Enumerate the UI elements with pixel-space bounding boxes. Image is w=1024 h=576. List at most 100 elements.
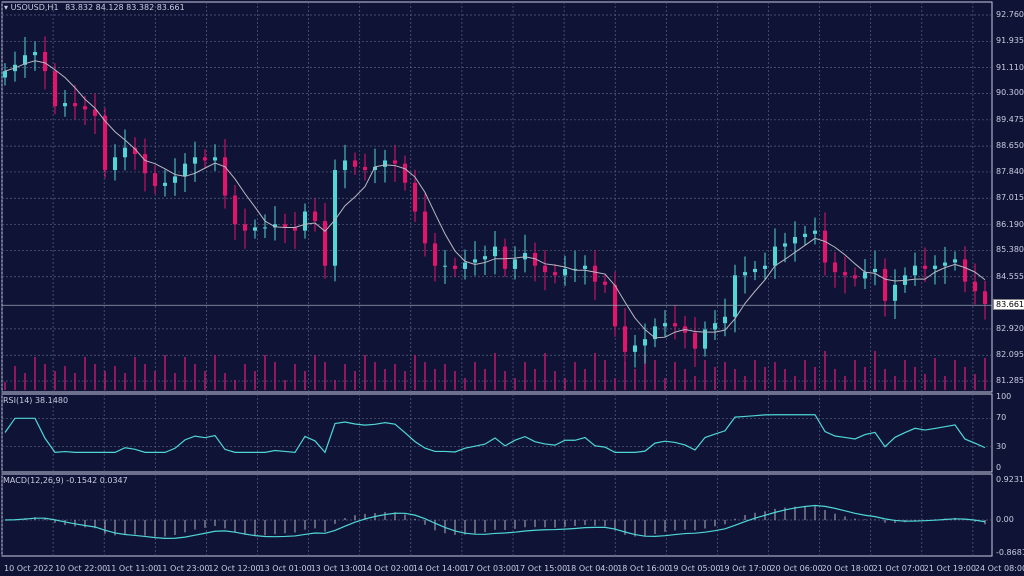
price-tick-label: 88.650 xyxy=(996,141,1024,151)
macd-label: MACD(12,26,9) -0.1542 0.0347 xyxy=(3,476,128,485)
price-tick-label: 84.555 xyxy=(996,271,1024,281)
candle-body xyxy=(263,227,267,229)
candle-body xyxy=(213,157,217,161)
x-tick-label: 21 Oct 19:00 xyxy=(923,564,976,573)
candle-body xyxy=(493,246,497,257)
candle-body xyxy=(623,326,627,352)
price-tick-label: 85.380 xyxy=(996,245,1024,255)
x-tick-label: 19 Oct 05:00 xyxy=(668,564,721,573)
rsi-tick-label: 70 xyxy=(996,413,1007,423)
x-tick-label: 17 Oct 03:00 xyxy=(463,564,517,573)
candle-body xyxy=(813,230,817,234)
x-tick-label: 11 Oct 11:00 xyxy=(106,564,159,573)
candle-body xyxy=(733,275,737,317)
x-tick-label: 17 Oct 15:00 xyxy=(515,564,568,573)
candle-body xyxy=(293,227,297,231)
candle-body xyxy=(583,265,587,269)
symbol-header[interactable]: ▾ USOUSD,H1 83.832 84.128 83.382 83.661 xyxy=(4,3,185,12)
candle-body xyxy=(533,252,537,266)
candle-body xyxy=(843,272,847,276)
candle-body xyxy=(423,211,427,244)
candle-body xyxy=(553,272,557,276)
candle-body xyxy=(773,246,777,266)
candle-body xyxy=(503,246,507,269)
candle-body xyxy=(363,166,367,171)
candle-body xyxy=(153,173,157,186)
x-tick-label: 13 Oct 13:00 xyxy=(310,564,363,573)
candle-body xyxy=(403,163,407,183)
candle-body xyxy=(303,211,307,231)
candle-body xyxy=(743,272,747,276)
candle-body xyxy=(63,103,67,107)
price-tick-label: 82.095 xyxy=(996,350,1024,360)
candle-body xyxy=(333,170,337,266)
candle-body xyxy=(483,256,487,260)
candle-body xyxy=(593,265,597,282)
x-tick-label: 14 Oct 02:00 xyxy=(361,564,414,573)
candle-body xyxy=(573,268,577,270)
candle-body xyxy=(203,157,207,161)
price-tick-label: 81.285 xyxy=(996,376,1024,386)
moving-average-line xyxy=(4,60,986,339)
candle-body xyxy=(353,160,357,167)
x-tick-label: 14 Oct 14:00 xyxy=(412,564,465,573)
candle-body xyxy=(863,272,867,279)
rsi-line xyxy=(4,414,986,454)
price-tick-label: 82.920 xyxy=(996,323,1024,333)
rsi-tick-label: 100 xyxy=(996,392,1012,401)
price-tick-label: 87.840 xyxy=(996,166,1024,176)
candle-body xyxy=(833,262,837,273)
x-tick-label: 18 Oct 16:00 xyxy=(617,564,670,573)
candle-body xyxy=(913,265,917,276)
x-tick-label: 24 Oct 08:00 xyxy=(974,564,1024,573)
candle-body xyxy=(933,265,937,269)
candle-body xyxy=(463,262,467,269)
candle-body xyxy=(73,103,77,107)
candle-body xyxy=(453,265,457,269)
candle-body xyxy=(723,316,727,324)
price-tick-label: 92.760 xyxy=(996,10,1024,19)
candle-body xyxy=(193,157,197,164)
candle-body xyxy=(163,182,167,186)
x-tick-label: 19 Oct 17:00 xyxy=(719,564,772,573)
candle-body xyxy=(233,195,237,225)
candle-body xyxy=(653,326,657,340)
candle-body xyxy=(943,262,947,266)
x-tick-label: 11 Oct 23:00 xyxy=(157,564,210,573)
x-tick-label: 12 Oct 12:00 xyxy=(208,564,261,573)
macd-tick-label: -0.8681 xyxy=(996,548,1024,557)
rsi-label: RSI(14) 38.1480 xyxy=(3,396,69,405)
candle-body xyxy=(753,268,757,273)
price-tick-label: 91.935 xyxy=(996,36,1024,46)
candle-body xyxy=(703,329,707,349)
candle-body xyxy=(313,211,317,222)
candle-body xyxy=(673,323,677,327)
symbol-label: USOUSD,H1 xyxy=(10,3,59,12)
x-tick-label: 18 Oct 04:00 xyxy=(566,564,619,573)
candle-body xyxy=(243,224,247,231)
candle-body xyxy=(393,160,397,164)
candle-body xyxy=(783,243,787,247)
dropdown-triangle-icon[interactable]: ▾ xyxy=(4,3,9,12)
candle-body xyxy=(973,281,977,292)
candle-body xyxy=(103,115,107,171)
price-tick-label: 86.190 xyxy=(996,219,1024,229)
candle-body xyxy=(983,291,987,305)
candle-body xyxy=(603,281,607,285)
candle-body xyxy=(33,52,37,56)
candle-body xyxy=(633,345,637,352)
candle-body xyxy=(113,157,117,171)
candle-body xyxy=(433,243,437,266)
candle-body xyxy=(443,265,447,267)
current-price-tag: 83.661 xyxy=(993,299,1024,311)
candle-body xyxy=(383,160,387,167)
candle-body xyxy=(663,323,667,327)
candle-body xyxy=(223,157,227,196)
candle-body xyxy=(963,259,967,282)
panel-frame-1 xyxy=(1,393,993,473)
candle-body xyxy=(543,265,547,273)
candle-body xyxy=(183,163,187,177)
candle-body xyxy=(793,237,797,244)
candle-body xyxy=(413,182,417,212)
candle-body xyxy=(953,259,957,263)
